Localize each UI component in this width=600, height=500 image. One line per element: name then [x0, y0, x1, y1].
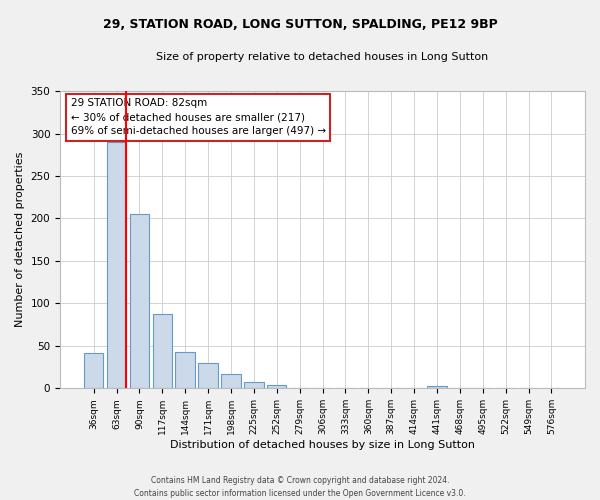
Bar [221, 374, 241, 388]
Bar [84, 352, 103, 388]
Text: 29, STATION ROAD, LONG SUTTON, SPALDING, PE12 9BP: 29, STATION ROAD, LONG SUTTON, SPALDING,… [103, 18, 497, 30]
Bar [107, 142, 126, 388]
Bar [244, 382, 263, 388]
X-axis label: Distribution of detached houses by size in Long Sutton: Distribution of detached houses by size … [170, 440, 475, 450]
Bar [267, 385, 286, 388]
Text: Contains HM Land Registry data © Crown copyright and database right 2024.
Contai: Contains HM Land Registry data © Crown c… [134, 476, 466, 498]
Bar [152, 314, 172, 388]
Text: 29 STATION ROAD: 82sqm
← 30% of detached houses are smaller (217)
69% of semi-de: 29 STATION ROAD: 82sqm ← 30% of detached… [71, 98, 326, 136]
Bar [199, 363, 218, 388]
Bar [130, 214, 149, 388]
Bar [427, 386, 446, 388]
Y-axis label: Number of detached properties: Number of detached properties [15, 152, 25, 328]
Title: Size of property relative to detached houses in Long Sutton: Size of property relative to detached ho… [157, 52, 488, 62]
Bar [175, 352, 195, 389]
